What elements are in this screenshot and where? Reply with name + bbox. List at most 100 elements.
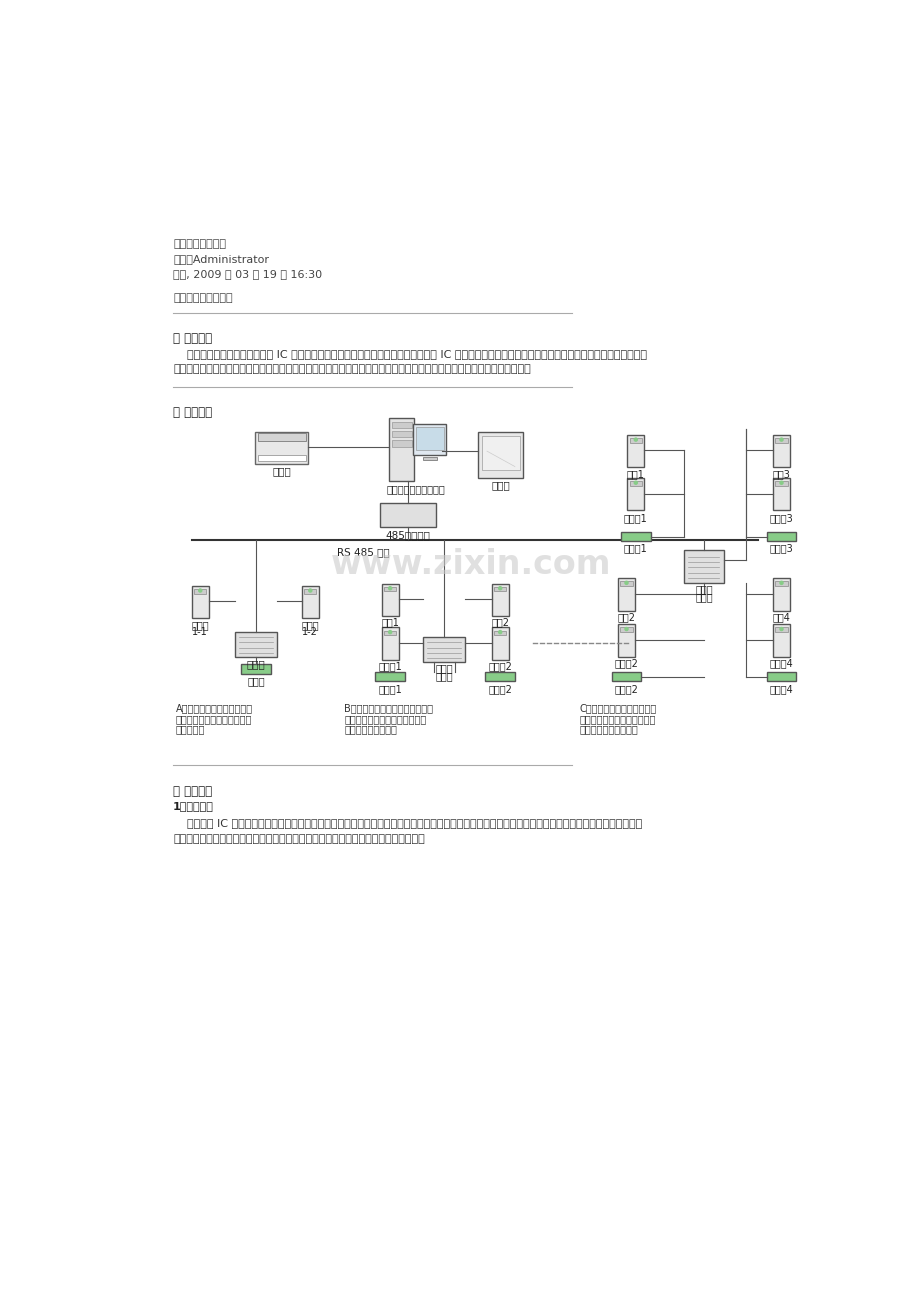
Bar: [194, 589, 206, 594]
Text: 感应器: 感应器: [301, 620, 319, 630]
Bar: [241, 664, 270, 673]
Text: 电控锁3: 电控锁3: [769, 543, 792, 553]
Circle shape: [388, 587, 391, 590]
Text: A方式：一个门锁通过控制器: A方式：一个门锁通过控制器: [176, 703, 253, 713]
Bar: [383, 587, 396, 591]
Bar: [304, 589, 316, 594]
Bar: [389, 418, 414, 482]
Text: 作者：Administrator: 作者：Administrator: [173, 254, 269, 264]
Bar: [422, 517, 430, 523]
Text: 控制器: 控制器: [695, 592, 712, 602]
Text: 电控锁2: 电控锁2: [488, 684, 512, 694]
Text: 子门锁自动打开。同时控制器记录开门的日期、时间、卡号、姓名等持卡人出入信息。: 子门锁自动打开。同时控制器记录开门的日期、时间、卡号、姓名等持卡人出入信息。: [173, 833, 425, 844]
Bar: [766, 672, 795, 681]
Bar: [618, 625, 634, 656]
Text: 485通信网卡: 485通信网卡: [385, 530, 430, 540]
Bar: [410, 517, 417, 523]
Text: 感应器2: 感应器2: [614, 659, 638, 668]
Bar: [775, 628, 787, 631]
Bar: [772, 478, 789, 510]
Bar: [629, 482, 641, 486]
Circle shape: [633, 482, 637, 484]
Text: 应器、开门按钮控制门锁的典型: 应器、开门按钮控制门锁的典型: [344, 713, 426, 724]
Text: 按钮3: 按钮3: [772, 470, 789, 479]
Bar: [772, 578, 789, 611]
Text: 按钮1: 按钮1: [380, 617, 399, 628]
Text: 智慧电子智能门禁管理系统将 IC 卡技术、计算机控制技术与电子门锁有机结合，用 IC 卡替代钥匙，配合计算机实现智能化门禁控制和管理，有效的解决: 智慧电子智能门禁管理系统将 IC 卡技术、计算机控制技术与电子门锁有机结合，用 …: [173, 349, 646, 359]
Text: 一 方案概述: 一 方案概述: [173, 332, 212, 345]
Circle shape: [633, 437, 637, 441]
Text: 1-2: 1-2: [302, 628, 318, 638]
Text: 单向验证应用模式。: 单向验证应用模式。: [344, 724, 397, 734]
Bar: [618, 578, 634, 611]
Text: 按钮4: 按钮4: [772, 612, 789, 622]
Text: 的单向验证应用模式。: 的单向验证应用模式。: [579, 724, 638, 734]
Text: C方式：利用一拖四控制器连: C方式：利用一拖四控制器连: [579, 703, 656, 713]
Bar: [494, 587, 505, 591]
Circle shape: [309, 589, 312, 592]
Bar: [235, 631, 277, 656]
Text: 按钮2: 按钮2: [617, 612, 635, 622]
Bar: [381, 628, 398, 660]
Text: 感应器: 感应器: [191, 620, 209, 630]
Bar: [423, 638, 465, 663]
Bar: [683, 551, 723, 583]
Bar: [391, 422, 412, 428]
Bar: [397, 517, 405, 523]
Text: 电控锁1: 电控锁1: [623, 543, 647, 553]
Bar: [775, 437, 787, 443]
Bar: [380, 503, 436, 527]
Bar: [383, 630, 396, 635]
Bar: [627, 478, 643, 510]
Circle shape: [388, 630, 391, 634]
Bar: [629, 437, 641, 443]
Text: 读写器: 读写器: [491, 480, 510, 491]
Text: 控制器: 控制器: [435, 672, 453, 681]
Bar: [391, 431, 412, 437]
Text: 并联两个感应器实现出入双向: 并联两个感应器实现出入双向: [176, 713, 252, 724]
Bar: [415, 427, 443, 450]
Text: 以卡代匙、安全方便: 以卡代匙、安全方便: [173, 293, 233, 303]
Text: 电控锁2: 电控锁2: [614, 684, 638, 694]
Text: 感应器2: 感应器2: [488, 661, 512, 672]
Text: 控制器: 控制器: [246, 659, 266, 669]
Text: 周四, 2009 年 03 月 19 日 16:30: 周四, 2009 年 03 月 19 日 16:30: [173, 270, 322, 280]
Bar: [485, 672, 515, 681]
Text: B方式：利用一拖二控制器连接感: B方式：利用一拖二控制器连接感: [344, 703, 433, 713]
Circle shape: [498, 587, 501, 590]
Bar: [491, 583, 508, 616]
Text: 感应器1: 感应器1: [378, 661, 402, 672]
Text: 1、电子钥匙: 1、电子钥匙: [173, 802, 214, 811]
Circle shape: [498, 630, 501, 634]
Text: 门禁系统解决方案: 门禁系统解决方案: [173, 238, 226, 249]
Bar: [619, 628, 632, 631]
Bar: [391, 440, 412, 447]
Bar: [772, 435, 789, 467]
Bar: [255, 432, 308, 465]
Bar: [257, 454, 305, 461]
Circle shape: [624, 628, 628, 630]
Bar: [422, 457, 437, 461]
Text: 续感应器、开门按钮控制门锁: 续感应器、开门按钮控制门锁: [579, 713, 655, 724]
Bar: [775, 581, 787, 586]
Circle shape: [779, 581, 782, 585]
Bar: [766, 533, 795, 542]
Bar: [620, 533, 650, 542]
Bar: [491, 628, 508, 660]
Text: RS 485 总线: RS 485 总线: [336, 547, 389, 557]
Text: 按钮1: 按钮1: [626, 470, 644, 479]
Text: 1-1: 1-1: [192, 628, 208, 638]
Text: 一拖四: 一拖四: [695, 585, 712, 594]
Bar: [301, 586, 319, 618]
Bar: [481, 436, 520, 470]
Text: 验证控制。: 验证控制。: [176, 724, 205, 734]
Text: www.zixin.com: www.zixin.com: [331, 548, 611, 581]
Bar: [413, 424, 446, 454]
Circle shape: [779, 628, 782, 630]
Bar: [772, 625, 789, 656]
Text: 打印机: 打印机: [272, 466, 290, 475]
Bar: [191, 586, 209, 618]
Text: 按钮2: 按钮2: [491, 617, 508, 628]
Text: 电控锁1: 电控锁1: [378, 684, 402, 694]
Circle shape: [779, 482, 782, 484]
